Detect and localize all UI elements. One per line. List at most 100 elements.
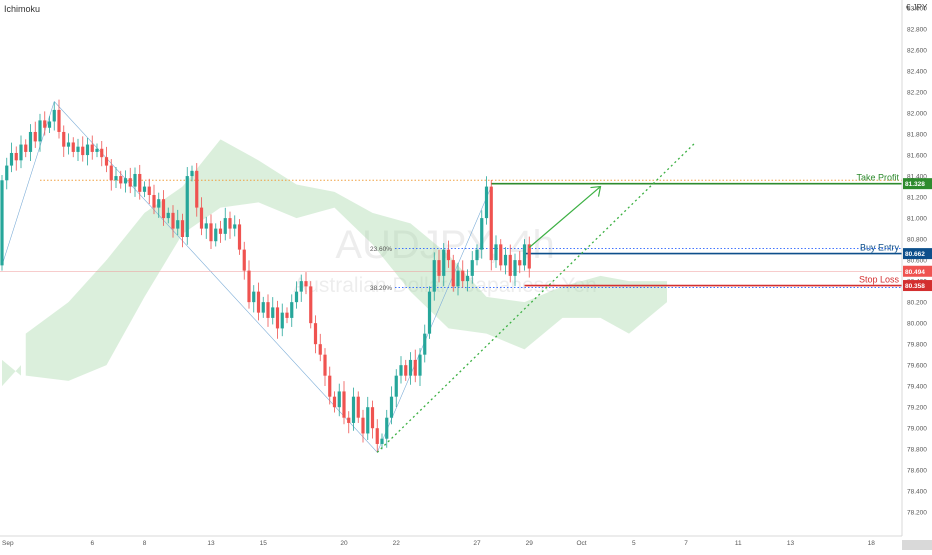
candle-body (57, 109, 61, 132)
candle-body (142, 186, 147, 192)
candle (204, 216, 208, 239)
candle (66, 133, 71, 155)
candle-body (480, 218, 484, 250)
candle-body (256, 291, 261, 313)
candle (418, 348, 422, 386)
candle-body (128, 178, 132, 187)
candle-body (385, 417, 389, 439)
candle (408, 352, 413, 385)
candle (90, 135, 94, 160)
candle (394, 369, 398, 407)
candle (261, 296, 265, 318)
candle (242, 241, 246, 280)
ichimoku-cloud-left-segment (2, 359, 21, 387)
candle-body (427, 291, 432, 334)
y-tick-label: 80.000 (907, 321, 927, 328)
fib-level-label: 23.60% (370, 246, 392, 253)
candle (128, 167, 132, 194)
candle (152, 184, 156, 215)
y-tick-label: 82.800 (907, 27, 927, 34)
candle (451, 254, 455, 292)
candle-body (290, 302, 294, 318)
x-tick-label: 13 (207, 540, 215, 547)
x-tick-label: 20 (340, 540, 348, 547)
candle-body (280, 312, 284, 329)
candle (465, 269, 470, 292)
ichimoku-cloud-segment (258, 160, 297, 219)
candle-body (332, 396, 337, 408)
candle (290, 294, 294, 327)
ichimoku-cloud-segment (106, 212, 145, 366)
candle (309, 281, 313, 329)
candle-body (24, 144, 28, 152)
candle (138, 164, 142, 200)
candle-body (176, 220, 180, 229)
projection-arrow (528, 186, 601, 248)
candle (356, 391, 360, 423)
candle-body (484, 186, 489, 219)
candle-body (43, 120, 47, 128)
candle (389, 386, 394, 425)
y-tick-label: 82.000 (907, 111, 927, 118)
candle-body (214, 228, 218, 242)
axis-corner (902, 540, 932, 550)
candle-body (361, 417, 365, 434)
candle (171, 205, 175, 238)
y-tick-label: 81.400 (907, 174, 927, 181)
candle-body (522, 244, 527, 266)
candle (85, 138, 90, 166)
candle (513, 253, 517, 287)
y-tick-label: 78.200 (907, 510, 927, 517)
y-tick-label: 83.000 (907, 6, 927, 13)
candle-body (271, 307, 275, 318)
candle (176, 209, 180, 236)
candle-body (114, 176, 118, 181)
candle (161, 190, 166, 226)
candle-body (313, 323, 318, 345)
candle-body (446, 249, 451, 261)
candle (28, 124, 33, 161)
x-tick-label: 27 (473, 540, 481, 547)
candle-body (499, 244, 503, 266)
candle (342, 381, 346, 425)
candle-body (394, 375, 398, 397)
price-badge (903, 248, 932, 260)
candle (247, 260, 251, 309)
indicator-label[interactable]: Ichimoku (4, 4, 41, 14)
candle-body (195, 170, 199, 208)
candle-body (66, 142, 71, 147)
candle (5, 157, 9, 190)
y-tick-label: 82.400 (907, 69, 927, 76)
candle-body (342, 391, 346, 418)
candle-body (237, 224, 242, 250)
candle (209, 214, 213, 249)
candle (199, 197, 204, 236)
candle-body (309, 286, 313, 324)
candle (432, 252, 436, 301)
x-tick-label: 18 (868, 540, 876, 547)
candle-body (247, 270, 251, 303)
ichimoku-cloud-segment (334, 191, 373, 245)
candle (385, 409, 389, 448)
y-tick-label: 80.600 (907, 258, 927, 265)
y-tick-label: 81.600 (907, 153, 927, 160)
candle (275, 300, 280, 339)
candle (437, 249, 441, 283)
candle (294, 281, 299, 309)
candle-body (9, 152, 14, 166)
candle (252, 285, 256, 313)
candle (499, 239, 503, 271)
candle-body (456, 270, 460, 287)
candle (71, 137, 75, 158)
candle (233, 215, 237, 237)
candle-body (71, 142, 75, 152)
candle-body (0, 180, 4, 266)
candle (62, 125, 66, 157)
candle-body (47, 121, 52, 128)
candle-body (461, 270, 465, 282)
candle (24, 139, 28, 158)
candle (256, 282, 261, 321)
price-badge (903, 280, 932, 292)
